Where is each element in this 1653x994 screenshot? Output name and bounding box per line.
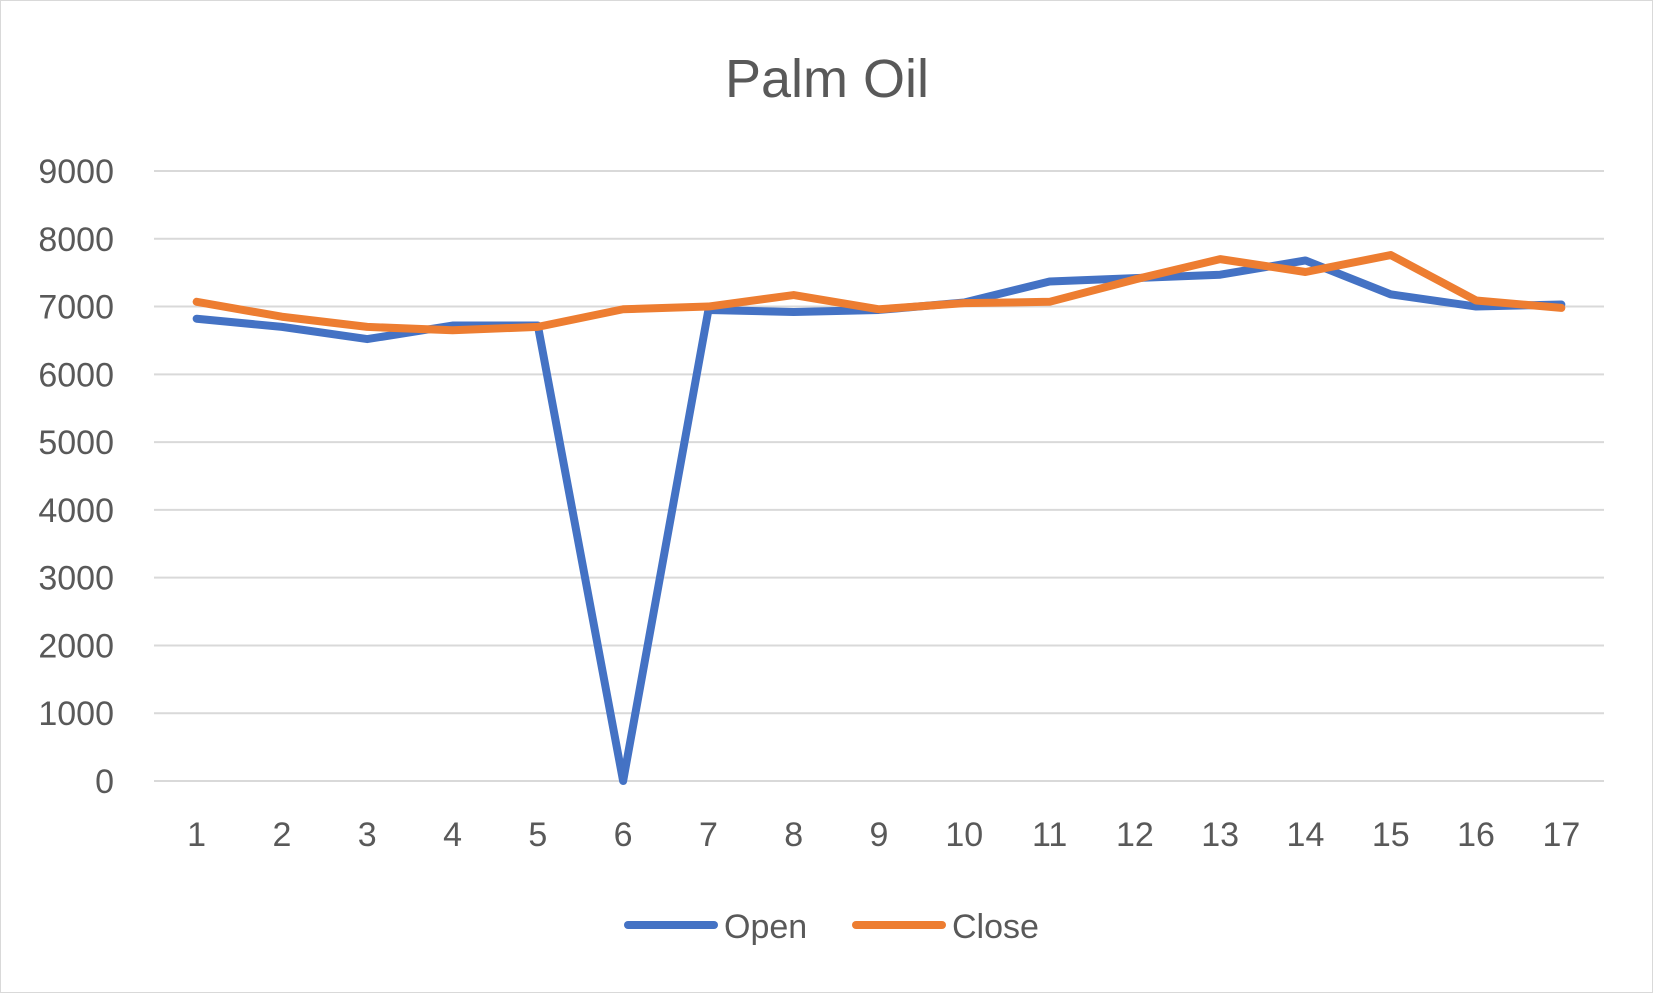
legend: Open Close bbox=[624, 908, 1039, 946]
y-tick-label: 3000 bbox=[38, 560, 114, 598]
y-tick-label: 6000 bbox=[38, 356, 114, 394]
x-tick-label: 12 bbox=[1116, 816, 1154, 854]
x-tick-label: 17 bbox=[1542, 816, 1580, 854]
y-tick-label: 8000 bbox=[38, 221, 114, 259]
chart-title: Palm Oil bbox=[725, 49, 929, 109]
x-tick-label: 6 bbox=[614, 816, 633, 854]
x-tick-label: 3 bbox=[358, 816, 377, 854]
y-tick-label: 7000 bbox=[38, 289, 114, 327]
series-line-open bbox=[192, 256, 1566, 785]
x-tick-label: 5 bbox=[528, 816, 547, 854]
x-tick-label: 4 bbox=[443, 816, 462, 854]
x-tick-label: 14 bbox=[1287, 816, 1325, 854]
x-axis: 1 2 3 4 5 6 7 8 9 10 11 12 13 14 15 16 17 bbox=[187, 816, 1580, 854]
x-tick-label: 8 bbox=[784, 816, 803, 854]
y-tick-label: 5000 bbox=[38, 424, 114, 462]
x-tick-label: 16 bbox=[1457, 816, 1495, 854]
x-tick-label: 7 bbox=[699, 816, 718, 854]
y-axis: 0 1000 2000 3000 4000 5000 6000 7000 8000 9000 bbox=[38, 153, 114, 801]
legend-label-close: Close bbox=[952, 908, 1039, 946]
y-tick-label: 4000 bbox=[38, 492, 114, 530]
y-tick-label: 2000 bbox=[38, 627, 114, 665]
series-lines bbox=[192, 251, 1566, 785]
legend-label-open: Open bbox=[724, 908, 807, 946]
series-line-close bbox=[192, 251, 1566, 335]
x-tick-label: 9 bbox=[870, 816, 889, 854]
grid bbox=[154, 170, 1604, 782]
x-tick-label: 13 bbox=[1201, 816, 1239, 854]
x-tick-label: 11 bbox=[1032, 816, 1067, 854]
x-tick-label: 15 bbox=[1372, 816, 1410, 854]
y-tick-label: 1000 bbox=[38, 695, 114, 733]
x-tick-label: 10 bbox=[945, 816, 983, 854]
y-tick-label: 0 bbox=[95, 763, 114, 801]
x-tick-label: 2 bbox=[272, 816, 291, 854]
x-tick-label: 1 bbox=[187, 816, 206, 854]
y-tick-label: 9000 bbox=[38, 153, 114, 191]
